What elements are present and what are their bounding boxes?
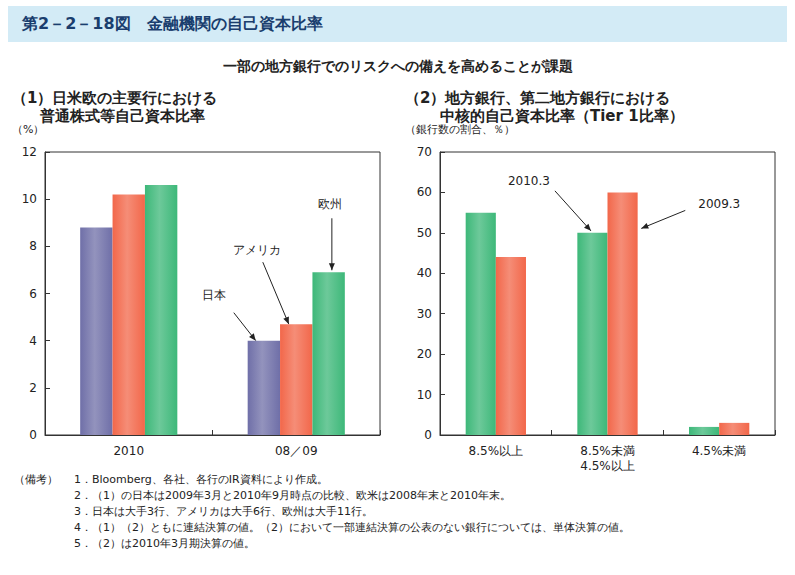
svg-text:欧州: 欧州	[318, 197, 342, 211]
svg-text:40: 40	[417, 266, 432, 280]
html-text:3．日本は大手3行、アメリカは大手6行、欧州は大手11行。: 3．日本は大手3行、アメリカは大手6行、欧州は大手11行。	[74, 505, 373, 518]
svg-text:4.5%以上: 4.5%以上	[580, 459, 635, 473]
svg-text:4: 4	[29, 334, 37, 348]
html-text:4．（1）（2）ともに連結決算の値。（2）において一部連結決: 4．（1）（2）ともに連結決算の値。（2）において一部連結決算の公表のない銀行に…	[74, 521, 630, 534]
svg-text:（銀行数の割合、％）: （銀行数の割合、％）	[405, 123, 515, 136]
svg-text:0: 0	[424, 428, 432, 442]
svg-text:0: 0	[29, 428, 37, 442]
svg-text:（2）地方銀行、第二地方銀行における: （2）地方銀行、第二地方銀行における	[405, 89, 670, 107]
svg-text:日本: 日本	[202, 288, 226, 302]
svg-text:8: 8	[29, 239, 37, 253]
svg-text:10: 10	[417, 388, 432, 402]
svg-text:4.5%未満: 4.5%未満	[692, 444, 747, 458]
html-text:1．Bloomberg、各社、各行のIR資料により作成。: 1．Bloomberg、各社、各行のIR資料により作成。	[74, 473, 328, 486]
svg-text:2009.3: 2009.3	[698, 197, 740, 211]
svg-text:20: 20	[417, 347, 432, 361]
svg-text:アメリカ: アメリカ	[233, 243, 281, 257]
svg-text:8.5%未満: 8.5%未満	[580, 444, 635, 458]
svg-text:中核的自己資本比率（Tier 1比率）: 中核的自己資本比率（Tier 1比率）	[440, 107, 684, 125]
svg-text:6: 6	[29, 287, 37, 301]
svg-text:8.5%以上: 8.5%以上	[469, 444, 524, 458]
svg-text:（1）日米欧の主要行における: （1）日米欧の主要行における	[12, 89, 217, 107]
html-text:5．（2）は2010年3月期決算の値。: 5．（2）は2010年3月期決算の値。	[74, 537, 255, 550]
svg-text:30: 30	[417, 307, 432, 321]
svg-text:60: 60	[417, 185, 432, 199]
html-text:（備考）: （備考）	[14, 473, 58, 486]
svg-text:50: 50	[417, 226, 432, 240]
svg-text:2010.3: 2010.3	[508, 174, 550, 188]
html-text:2．（1）の日本は2009年3月と2010年9月時点の比較、: 2．（1）の日本は2009年3月と2010年9月時点の比較、欧米は2008年末と…	[74, 489, 511, 502]
svg-text:（%）: （%）	[12, 123, 44, 136]
html-text:第2－2－18図 金融機関の自己資本比率: 第2－2－18図 金融機関の自己資本比率	[22, 14, 323, 33]
svg-text:08／09: 08／09	[275, 444, 318, 458]
svg-text:10: 10	[22, 192, 37, 206]
svg-text:12: 12	[22, 145, 37, 159]
svg-text:70: 70	[417, 145, 432, 159]
svg-text:2: 2	[29, 381, 37, 395]
svg-text:2010: 2010	[113, 444, 144, 458]
svg-text:普通株式等自己資本比率: 普通株式等自己資本比率	[39, 107, 205, 125]
html-text:一部の地方銀行でのリスクへの備えを高めることが課題: 一部の地方銀行でのリスクへの備えを高めることが課題	[222, 58, 573, 74]
